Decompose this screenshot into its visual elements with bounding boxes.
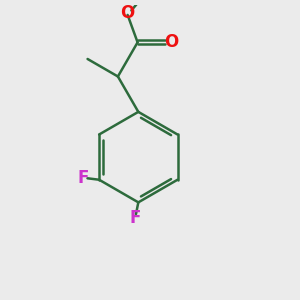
Text: F: F [77, 169, 89, 187]
Text: F: F [130, 209, 141, 227]
Text: O: O [165, 33, 179, 51]
Text: O: O [121, 4, 135, 22]
